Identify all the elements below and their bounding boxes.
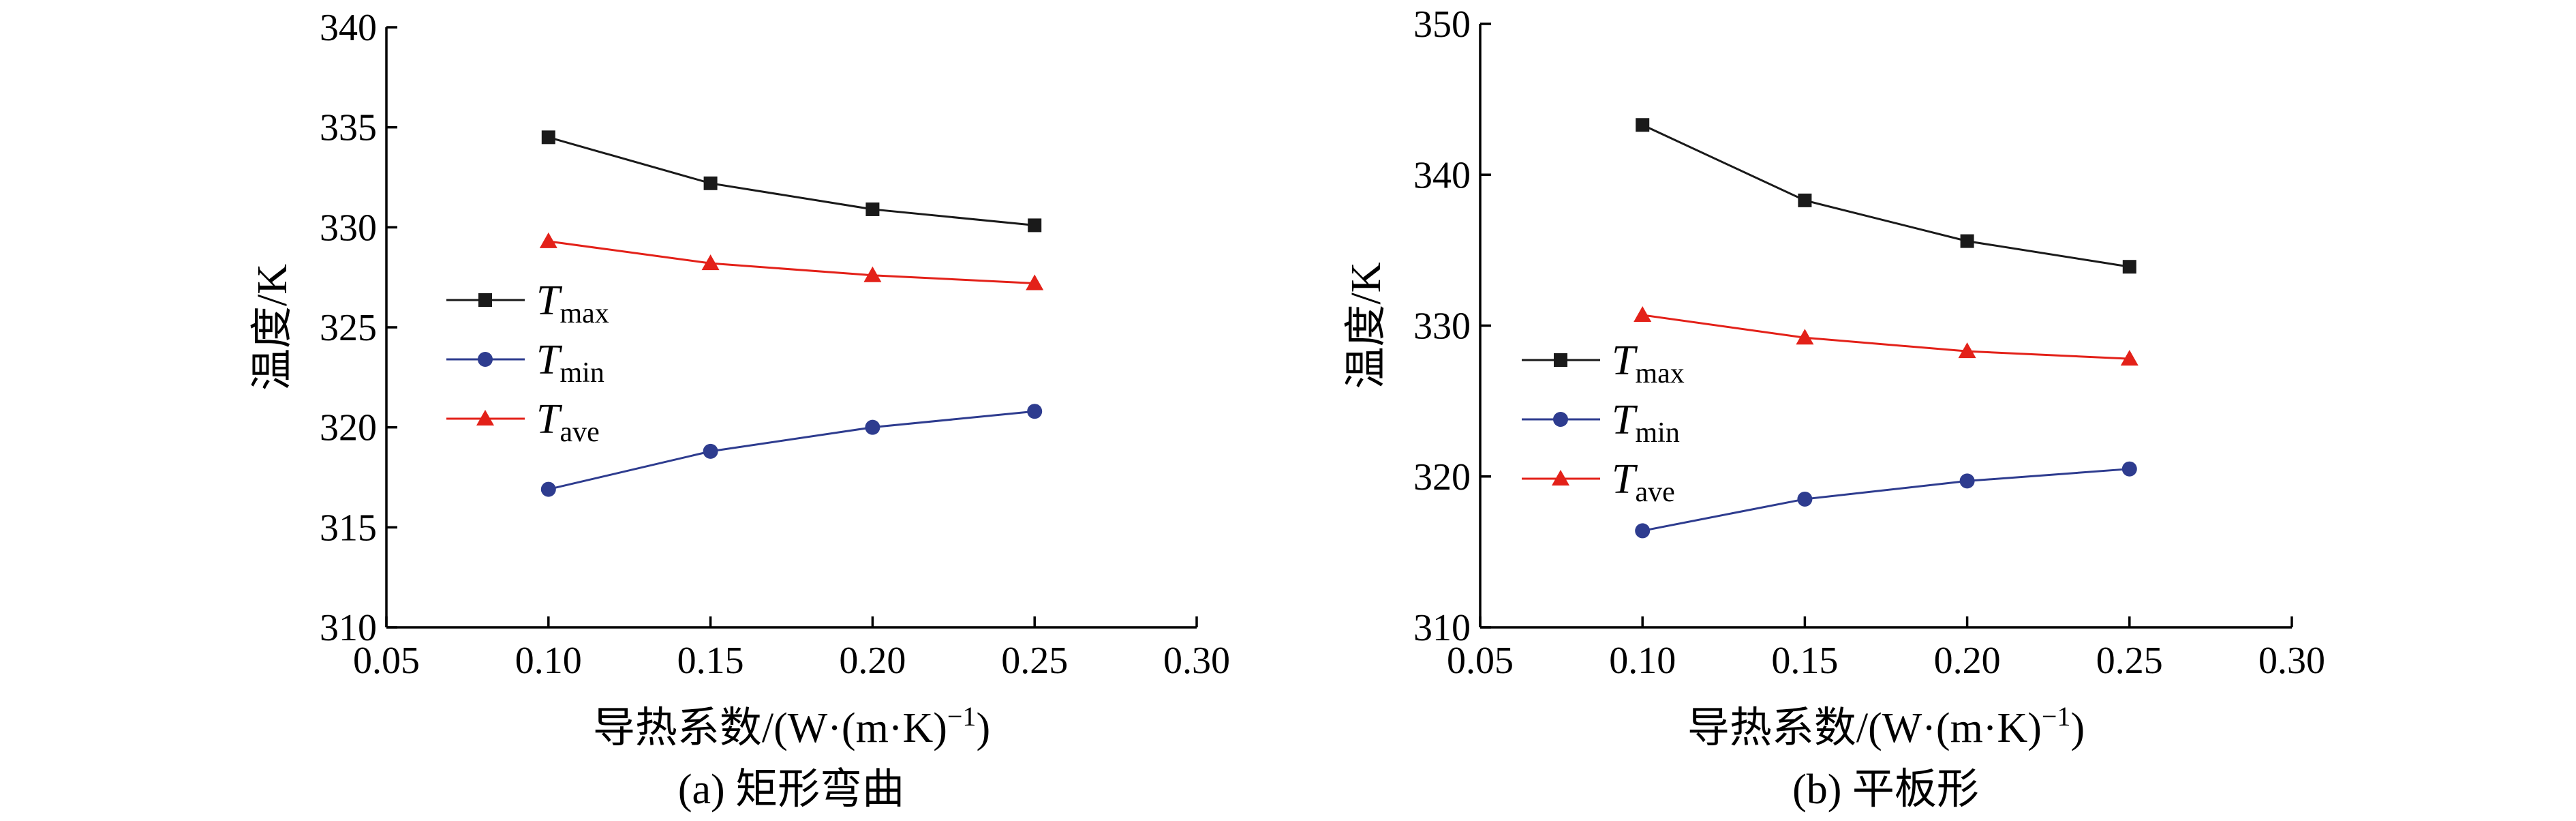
x-tick-label: 0.10 [515,640,582,682]
x-tick-label: 0.25 [2096,640,2163,682]
panel-caption: (a) 矩形弯曲 [678,766,904,813]
y-tick-label: 325 [320,307,377,349]
legend-marker-max [478,293,492,307]
data-point-min [1797,491,1813,507]
data-point-ave [1634,306,1652,323]
x-tick-label: 0.15 [677,640,744,682]
panel-caption: (b) 平板形 [1792,766,1979,813]
x-tick-label: 0.30 [1163,640,1230,682]
series-line-ave [548,240,1035,284]
x-tick-label: 0.20 [839,640,906,682]
legend-marker-ave [1552,470,1569,486]
legend-label-sub: ave [1635,477,1674,508]
x-axis-title-sup: −1 [2042,701,2071,732]
legend-label-max: Tmax [1612,338,1685,389]
data-point-max [2122,260,2136,274]
y-tick-label: 310 [320,607,377,649]
legend-label-max: Tmax [536,278,609,329]
legend-label-sub: min [1635,417,1679,449]
data-point-min [540,481,556,497]
data-point-max [541,130,555,145]
series-line-min [548,410,1035,491]
chart-panel-b: 310 320 330 340 350 0.05 0.10 0.15 0.20 0.25 0.30 温… [1343,3,2325,813]
x-tick-label: 0.30 [2258,640,2325,682]
data-point-min [1635,523,1651,539]
y-tick-label: 340 [320,7,377,49]
series-max [541,130,1042,233]
legend-label-ave: Tave [1612,456,1675,508]
x-tick-label: 0.10 [1609,640,1676,682]
legend-marker-ave [476,410,494,426]
legend-marker-min [1553,412,1568,427]
x-tick-label: 0.20 [1934,640,2001,682]
y-tick-label: 340 [1413,154,1471,196]
legend-label-name: T [1612,338,1638,384]
legend-label-min: Tmin [536,337,604,389]
y-tick-label: 310 [1413,607,1471,649]
data-point-max [865,202,880,216]
data-point-ave [863,266,882,282]
data-point-max [1028,218,1042,233]
data-point-min [1027,404,1043,419]
legend-label-name: T [1612,397,1638,443]
data-point-min [1959,473,1975,489]
y-axis-title: 温度/K [249,264,296,391]
legend-label-name: T [536,337,563,383]
data-point-ave [701,254,720,271]
y-tick-label: 330 [320,207,377,249]
legend-label-sub: min [559,357,604,389]
data-point-ave [1796,329,1814,345]
x-tick-label: 0.15 [1771,640,1838,682]
series-min [1635,461,2137,539]
y-tick-label: 320 [1413,456,1471,498]
y-tick-label: 320 [320,407,377,449]
data-point-max [1960,234,1974,248]
data-point-max [703,176,718,190]
data-point-ave [1026,274,1044,290]
data-point-min [865,419,880,435]
series-ave [1634,306,2138,366]
data-point-min [2121,461,2137,477]
chart-panel-a: 310 315 320 325 330 335 340 0.05 0.10 0.15 0.20 0.2… [249,7,1230,813]
x-axis-title-main: 导热系数/(W·(m·K) [1687,705,2042,751]
x-axis-title-close: ) [976,705,990,751]
series-line-ave [1642,314,2130,360]
x-axis-title-main: 导热系数/(W·(m·K) [593,705,947,751]
x-tick-label: 0.05 [353,640,420,682]
x-tick-label: 0.25 [1001,640,1068,682]
legend-marker-max [1554,353,1567,367]
data-point-min [703,443,718,459]
data-point-ave [2120,350,2138,366]
data-point-ave [539,232,557,248]
y-tick-label: 335 [320,107,377,149]
series-ave [539,232,1044,290]
data-point-max [1798,193,1812,207]
y-tick-label: 330 [1413,305,1471,348]
series-line-min [1642,468,2130,532]
data-point-max [1636,118,1650,132]
x-axis-title-sup: −1 [947,701,977,732]
y-tick-label: 315 [320,507,377,549]
series-min [540,404,1043,497]
legend-marker-min [478,352,493,367]
x-tick-label: 0.05 [1447,640,1514,682]
series-line-max [1642,123,2130,268]
legend-label-min: Tmin [1612,397,1680,449]
x-axis-title: 导热系数/(W·(m·K)−1) [593,701,990,751]
x-axis-title-close: ) [2070,705,2085,751]
y-axis-title: 温度/K [1343,262,1390,389]
series-line-max [548,136,1035,226]
legend-label-name: T [536,396,563,443]
legend-label-name: T [1612,456,1638,503]
legend-label-sub: ave [559,417,599,448]
legend-label-name: T [536,278,563,324]
series-max [1636,118,2136,274]
legend-label-sub: max [559,298,609,329]
legend-label-ave: Tave [536,396,600,448]
y-tick-label: 350 [1413,3,1471,46]
legend-label-sub: max [1635,358,1684,389]
data-point-ave [1958,342,1976,359]
x-axis-title: 导热系数/(W·(m·K)−1) [1687,701,2085,751]
